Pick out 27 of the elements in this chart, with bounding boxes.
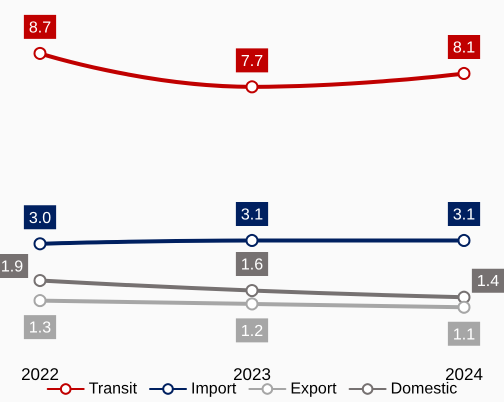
point [246,297,258,310]
point [458,234,470,247]
point [246,80,258,94]
point [458,66,470,80]
x-tick-label: 2022 [21,365,59,384]
point [246,234,258,247]
data-label: 1.9 [0,258,24,276]
point [34,294,46,308]
data-label: 1.1 [452,326,476,344]
legend-label: Domestic [390,380,458,398]
data-label: 7.7 [240,52,264,70]
data-label: 1.3 [28,320,52,337]
data-label: 8.7 [28,19,52,36]
point [34,237,46,250]
data-label: 1.4 [476,273,500,290]
data-label: 8.1 [452,39,476,56]
point [34,46,46,60]
data-label: 1.6 [240,256,264,274]
legend-label: Transit [88,380,138,398]
data-label: 3.1 [452,206,476,224]
legend-label: Export [290,380,338,398]
point [246,284,258,298]
point [34,274,46,288]
data-label: 1.2 [240,322,264,340]
data-label: 3.1 [240,206,264,224]
data-label: 3.0 [28,210,52,227]
point [458,300,470,314]
